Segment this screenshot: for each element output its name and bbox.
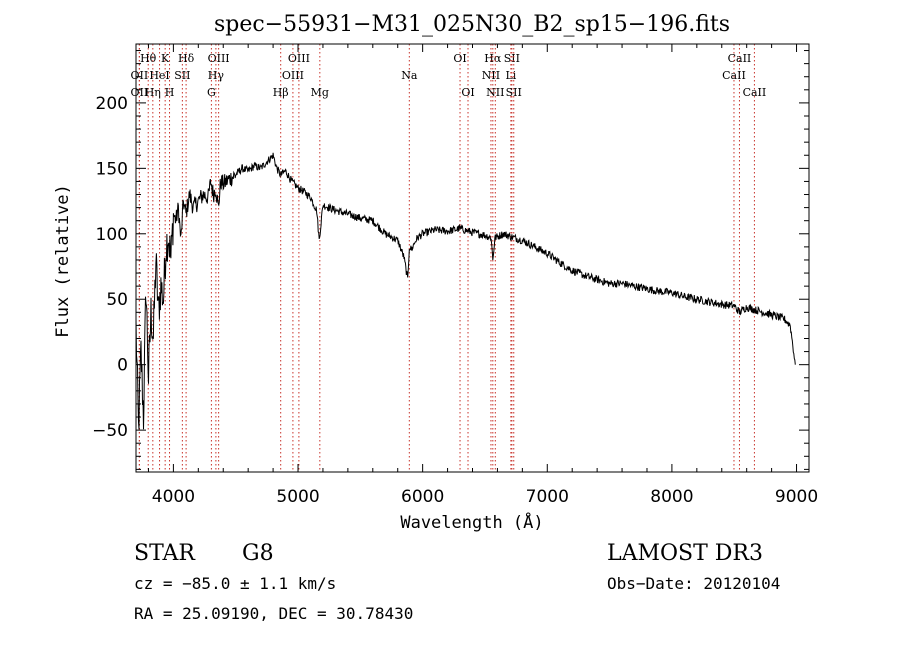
- y-tick-label: 50: [106, 290, 128, 310]
- line-marker-label: OIII: [208, 52, 230, 65]
- y-tick-label: 100: [96, 225, 128, 245]
- line-marker-label: Hγ: [208, 69, 225, 82]
- y-tick-label: 200: [96, 94, 128, 114]
- redshift-value: cz = −85.0 ± 1.1 km/s: [134, 574, 336, 593]
- spectrum-series: [135, 152, 796, 430]
- y-tick-label: −50: [92, 421, 128, 441]
- line-marker-label: OII: [131, 69, 149, 82]
- survey-name: LAMOST DR3: [607, 541, 763, 566]
- x-tick-label: 8000: [650, 487, 693, 507]
- object-subclass: G8: [242, 541, 274, 566]
- line-marker-label: Hβ: [273, 86, 289, 99]
- x-tick-label: 5000: [276, 487, 319, 507]
- x-axis-ticks: 4000 5000 6000 7000 8000 9000: [147, 44, 818, 507]
- line-marker-label: NII: [486, 86, 504, 99]
- line-marker-label: OIII: [282, 69, 304, 82]
- line-markers: Hθ OII OII K HeI Hη H Hδ SII OIII Hγ G OIII OIII Hβ Mg N…: [131, 44, 767, 472]
- object-class: STAR: [134, 541, 196, 566]
- line-marker-label: Hδ: [178, 52, 195, 65]
- line-marker-label: Hθ: [140, 52, 157, 65]
- line-marker-label: G: [207, 86, 216, 99]
- line-marker-label: CaII: [722, 69, 746, 82]
- chart-title: spec−55931−M31_025N30_B2_sp15−196.fits: [214, 12, 730, 37]
- line-marker-label: Li: [505, 69, 516, 82]
- x-tick-label: 4000: [152, 487, 195, 507]
- line-marker-label: OII: [131, 86, 149, 99]
- x-tick-label: 7000: [526, 487, 569, 507]
- coordinates: RA = 25.09190, DEC = 30.78430: [134, 604, 413, 623]
- line-marker-label: SII: [504, 52, 520, 65]
- line-marker-label: Mg: [311, 86, 329, 99]
- y-tick-label: 150: [96, 159, 128, 179]
- plot-frame: [135, 43, 810, 473]
- line-marker-label: CaII: [728, 52, 752, 65]
- line-marker-label: OIII: [288, 52, 310, 65]
- y-axis-label: Flux (relative): [53, 184, 73, 338]
- line-marker-label: HeI: [149, 69, 169, 82]
- line-marker-label: Hη: [145, 86, 161, 99]
- y-tick-label: 0: [117, 356, 128, 376]
- line-marker-label: SII: [174, 69, 190, 82]
- line-marker-label: K: [161, 52, 170, 65]
- x-tick-label: 6000: [401, 487, 444, 507]
- line-marker-label: SII: [506, 86, 522, 99]
- line-marker-label: Hα: [484, 52, 502, 65]
- spectrum-line: [135, 152, 796, 430]
- line-marker-label: CaII: [743, 86, 767, 99]
- y-axis-ticks: −50 0 50 100 150 200: [92, 50, 809, 470]
- line-marker-label: H: [165, 86, 175, 99]
- line-marker-label: Na: [401, 69, 418, 82]
- line-marker-label: OI: [461, 86, 474, 99]
- line-marker-label: NII: [482, 69, 500, 82]
- x-tick-label: 9000: [775, 487, 818, 507]
- x-axis-label: Wavelength (Å): [400, 511, 543, 533]
- obs-date: Obs−Date: 20120104: [607, 574, 780, 593]
- line-marker-label: OI: [453, 52, 466, 65]
